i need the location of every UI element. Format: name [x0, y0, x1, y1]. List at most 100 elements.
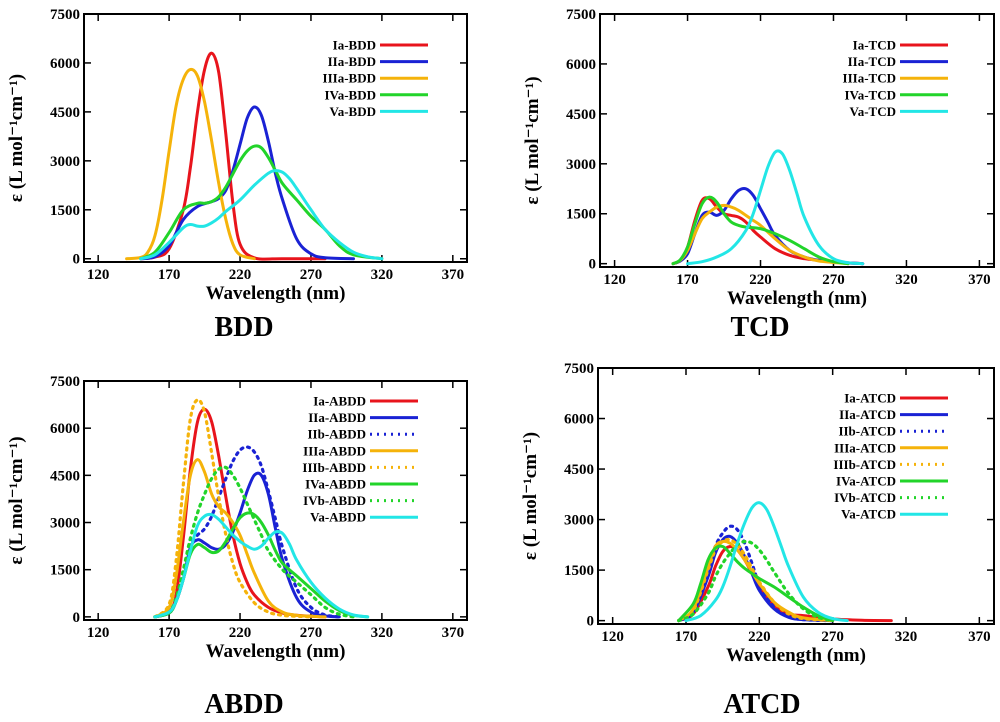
legend-label: Ia-TCD — [853, 38, 896, 53]
y-tick-label: 4500 — [564, 462, 594, 478]
series-line-iiib-abdd — [153, 398, 313, 619]
y-tick-label: 1500 — [566, 207, 596, 223]
legend-label: IIIa-ABDD — [303, 443, 366, 458]
series-line-iiia-bdd — [125, 67, 256, 261]
y-tick-label: 4500 — [50, 468, 80, 484]
x-axis-label: Wavelength (nm) — [726, 645, 866, 666]
x-tick-label: 220 — [229, 267, 252, 283]
legend-label: IIb-ABDD — [307, 427, 366, 442]
x-tick-label: 220 — [229, 625, 252, 641]
x-tick-label: 370 — [442, 625, 465, 641]
x-axis-label: Wavelength (nm) — [206, 641, 346, 662]
y-tick-label: 0 — [73, 252, 81, 268]
y-tick-label: 0 — [587, 614, 595, 630]
x-tick-label: 120 — [603, 272, 626, 288]
legend-label: IVa-TCD — [844, 87, 896, 102]
y-tick-label: 0 — [73, 610, 81, 626]
x-tick-label: 170 — [676, 272, 699, 288]
x-tick-label: 320 — [371, 625, 394, 641]
curves — [671, 149, 865, 266]
series-line-iva-tcd — [671, 195, 850, 266]
plot-frame — [599, 13, 995, 268]
curves — [677, 501, 893, 623]
x-tick-label: 320 — [895, 272, 918, 288]
series-line-va-abdd — [153, 512, 370, 619]
plot-frame — [597, 367, 995, 625]
y-tick-label: 6000 — [50, 421, 80, 437]
y-axis-label: ε (L mol⁻¹cm⁻¹) — [6, 74, 27, 202]
y-tick-label: 3000 — [566, 157, 596, 173]
series-line-ivb-atcd — [677, 539, 835, 623]
panel-title: ATCD — [723, 689, 800, 720]
panel-bdd: 120 170 220 270 320 370 0 1500 3000 4500 6000 7500 W… — [6, 7, 468, 343]
x-tick-label: 120 — [601, 629, 624, 645]
legend-label: IVb-ABDD — [303, 493, 366, 508]
x-tick-label: 270 — [300, 625, 323, 641]
legend-label: IVa-BDD — [324, 87, 376, 102]
y-tick-label: 0 — [589, 257, 597, 273]
y-tick-label: 1500 — [50, 563, 80, 579]
y-tick-label: 6000 — [566, 57, 596, 73]
legend-label: IIIa-TCD — [843, 71, 896, 86]
x-tick-label: 170 — [675, 629, 698, 645]
legend-label: Va-ABDD — [310, 510, 366, 525]
y-tick-label: 6000 — [50, 56, 80, 72]
y-tick-label: 3000 — [50, 516, 80, 532]
curves — [153, 398, 370, 619]
legend-label: Va-ATCD — [841, 507, 896, 522]
x-tick-label: 220 — [748, 629, 771, 645]
plot-frame — [83, 380, 468, 621]
x-tick-label: 120 — [87, 625, 110, 641]
legend-label: IIa-ABDD — [308, 410, 366, 425]
legend-label: Ia-ATCD — [844, 391, 896, 406]
x-tick-label: 220 — [749, 272, 772, 288]
y-tick-label: 7500 — [50, 7, 80, 23]
legend-label: IVa-ABDD — [305, 477, 366, 492]
panel-abdd: 120 170 220 270 320 370 0 1500 3000 4500 6000 7500 W… — [6, 374, 468, 720]
series-line-va-atcd — [684, 501, 849, 623]
y-tick-label: 1500 — [564, 563, 594, 579]
series-line-va-bdd — [139, 169, 384, 261]
legend-label: Va-TCD — [850, 104, 896, 119]
y-tick-label: 4500 — [50, 105, 80, 121]
panel-atcd: 120 170 220 270 320 370 0 1500 3000 4500 6000 7500 W… — [520, 361, 995, 720]
x-tick-label: 270 — [822, 272, 845, 288]
panel-title: BDD — [214, 312, 273, 343]
x-tick-label: 170 — [158, 267, 181, 283]
legend-label: IVb-ATCD — [834, 490, 896, 505]
x-axis-label: Wavelength (nm) — [727, 288, 867, 309]
y-axis-label: ε (L mol⁻¹cm⁻¹) — [520, 432, 541, 560]
legend-label: IIIa-BDD — [323, 71, 376, 86]
series-line-iva-bdd — [139, 144, 384, 261]
legend-label: Ia-ABDD — [313, 394, 366, 409]
panel-title: TCD — [730, 312, 789, 343]
y-tick-label: 1500 — [50, 203, 80, 219]
legend-label: IIIa-ATCD — [834, 440, 896, 455]
legend-label: Va-BDD — [330, 104, 376, 119]
x-tick-label: 120 — [87, 267, 110, 283]
y-tick-label: 7500 — [566, 7, 596, 23]
series-line-iiib-atcd — [677, 537, 835, 623]
y-tick-label: 7500 — [50, 374, 80, 390]
y-axis-label: ε (L mol⁻¹cm⁻¹) — [522, 76, 543, 204]
panel-title: ABDD — [204, 689, 283, 720]
legend-label: IVa-ATCD — [836, 474, 896, 489]
series-line-iiia-tcd — [671, 203, 850, 266]
x-axis-label: Wavelength (nm) — [206, 283, 346, 304]
series-line-va-tcd — [686, 149, 865, 266]
legend-label: IIa-ATCD — [839, 407, 896, 422]
legend-label: IIa-BDD — [328, 54, 376, 69]
legend-label: IIb-ATCD — [838, 424, 896, 439]
y-tick-label: 3000 — [50, 154, 80, 170]
x-tick-label: 320 — [371, 267, 394, 283]
legend-label: IIIb-ATCD — [833, 457, 896, 472]
plot-frame — [83, 13, 468, 263]
x-tick-label: 370 — [442, 267, 465, 283]
x-tick-label: 370 — [968, 629, 991, 645]
legend-label: IIa-TCD — [848, 54, 896, 69]
